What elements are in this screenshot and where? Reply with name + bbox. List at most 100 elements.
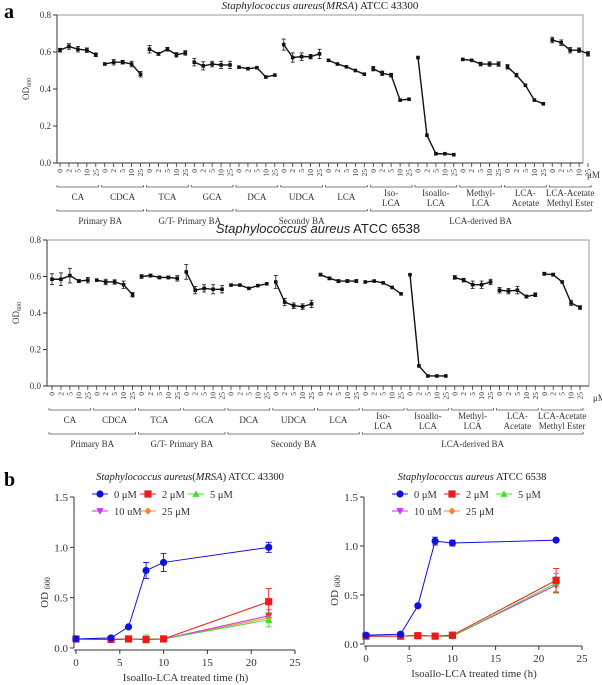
data-point bbox=[469, 58, 474, 63]
data-point bbox=[264, 75, 268, 79]
marker-triangle-up bbox=[500, 490, 508, 497]
concentration-label: 5 bbox=[387, 169, 396, 173]
chart-a-bottom: Staphylococcus aureus ATCC 6538 0.0 0.2 0.4… bbox=[11, 221, 602, 449]
concentration-label: 0 bbox=[92, 392, 101, 396]
data-point bbox=[147, 47, 152, 52]
compound-bracket bbox=[459, 185, 502, 188]
y-axis-label: OD600 bbox=[11, 302, 23, 324]
concentration-label: 10 bbox=[209, 392, 218, 400]
x-tick-label: 10 bbox=[447, 653, 459, 665]
x-tick-label: 15 bbox=[490, 653, 502, 665]
concentration-label: 0 bbox=[145, 169, 154, 173]
concentration-label: 25 bbox=[262, 392, 271, 400]
data-point bbox=[112, 280, 117, 284]
unit-label: μM bbox=[593, 393, 602, 403]
data-point bbox=[487, 62, 492, 66]
data-point bbox=[157, 275, 162, 280]
concentration-label: 10 bbox=[343, 392, 352, 400]
data-line bbox=[544, 273, 581, 309]
marker-circle bbox=[396, 630, 405, 638]
concentration-label: 2 bbox=[557, 169, 566, 173]
concentration-label: 5 bbox=[334, 392, 343, 396]
y-axis-label: OD600 bbox=[21, 78, 33, 100]
concentration-label: 10 bbox=[432, 392, 441, 400]
data-point bbox=[353, 68, 358, 73]
data-line bbox=[409, 274, 446, 377]
concentration-label: 25 bbox=[218, 392, 227, 400]
y-tick-label: 0.5 bbox=[54, 593, 68, 605]
data-point bbox=[417, 364, 421, 368]
concentration-label: 25 bbox=[486, 392, 495, 400]
data-point bbox=[336, 279, 341, 283]
data-point bbox=[300, 304, 305, 309]
compound-label: Isoallo- bbox=[422, 188, 450, 198]
category-label: Primary BA bbox=[70, 439, 114, 449]
concentration-label: 25 bbox=[83, 392, 92, 400]
marker-square bbox=[448, 490, 456, 498]
y-tick-label: 0.0 bbox=[30, 381, 42, 391]
marker-circle bbox=[107, 634, 115, 642]
data-point bbox=[408, 272, 412, 277]
data-point bbox=[372, 279, 376, 283]
data-point bbox=[560, 280, 564, 284]
marker-circle bbox=[396, 490, 404, 498]
compound-bracket bbox=[93, 408, 136, 411]
concentration-label: 2 bbox=[414, 392, 423, 396]
data-point bbox=[256, 283, 260, 288]
legend-item: 0 μM bbox=[92, 490, 138, 501]
concentration-label: 25 bbox=[441, 392, 450, 400]
data-point bbox=[362, 72, 367, 76]
chart-a-top: Staphylococcus aureus(MRSA) ATCC 43300 0.… bbox=[21, 0, 600, 226]
x-tick-label: 20 bbox=[246, 657, 258, 669]
concentration-label: 0 bbox=[271, 392, 280, 396]
compound-label: UDCA bbox=[281, 415, 307, 425]
compound-bracket bbox=[317, 408, 360, 411]
concentration-label: 10 bbox=[477, 392, 486, 400]
compound-label: LCA- bbox=[507, 411, 528, 421]
data-point bbox=[50, 277, 54, 282]
data-point bbox=[514, 73, 519, 77]
x-tick-label: 15 bbox=[202, 657, 214, 669]
chart-title: Staphylococcus aureus(MRSA) ATCC 43300 bbox=[96, 472, 284, 483]
concentration-label: 25 bbox=[307, 392, 316, 400]
data-point bbox=[389, 73, 393, 77]
concentration-label: 5 bbox=[244, 392, 253, 396]
data-point bbox=[461, 278, 466, 282]
data-point bbox=[282, 300, 287, 304]
concentration-label: 10 bbox=[440, 169, 449, 177]
marker-circle bbox=[96, 490, 104, 498]
data-point bbox=[202, 286, 206, 291]
y-axis-label: OD 600 bbox=[39, 577, 52, 608]
data-point bbox=[237, 65, 241, 69]
data-point bbox=[425, 133, 429, 138]
legend: 0 μM 2 μM 5 μM 10 uM 25 μM bbox=[92, 490, 234, 518]
concentration-label: 5 bbox=[200, 392, 209, 396]
data-point bbox=[506, 289, 511, 293]
concentration-label: 10 bbox=[261, 169, 270, 177]
series-2-μM bbox=[72, 588, 273, 644]
marker-square bbox=[265, 598, 273, 606]
data-point bbox=[219, 63, 223, 67]
concentration-label: 5 bbox=[513, 392, 522, 396]
data-point bbox=[183, 51, 188, 55]
data-point bbox=[399, 292, 403, 296]
concentration-label: 5 bbox=[118, 169, 127, 173]
concentration-label: 5 bbox=[65, 392, 74, 396]
data-point bbox=[390, 285, 394, 290]
data-point bbox=[569, 301, 573, 305]
concentration-label: 25 bbox=[449, 169, 458, 177]
data-point bbox=[94, 278, 99, 282]
concentration-label: 10 bbox=[172, 169, 181, 177]
concentration-label: 25 bbox=[226, 169, 235, 177]
category-label: Primary BA bbox=[78, 216, 122, 226]
plot-frame bbox=[46, 239, 590, 387]
